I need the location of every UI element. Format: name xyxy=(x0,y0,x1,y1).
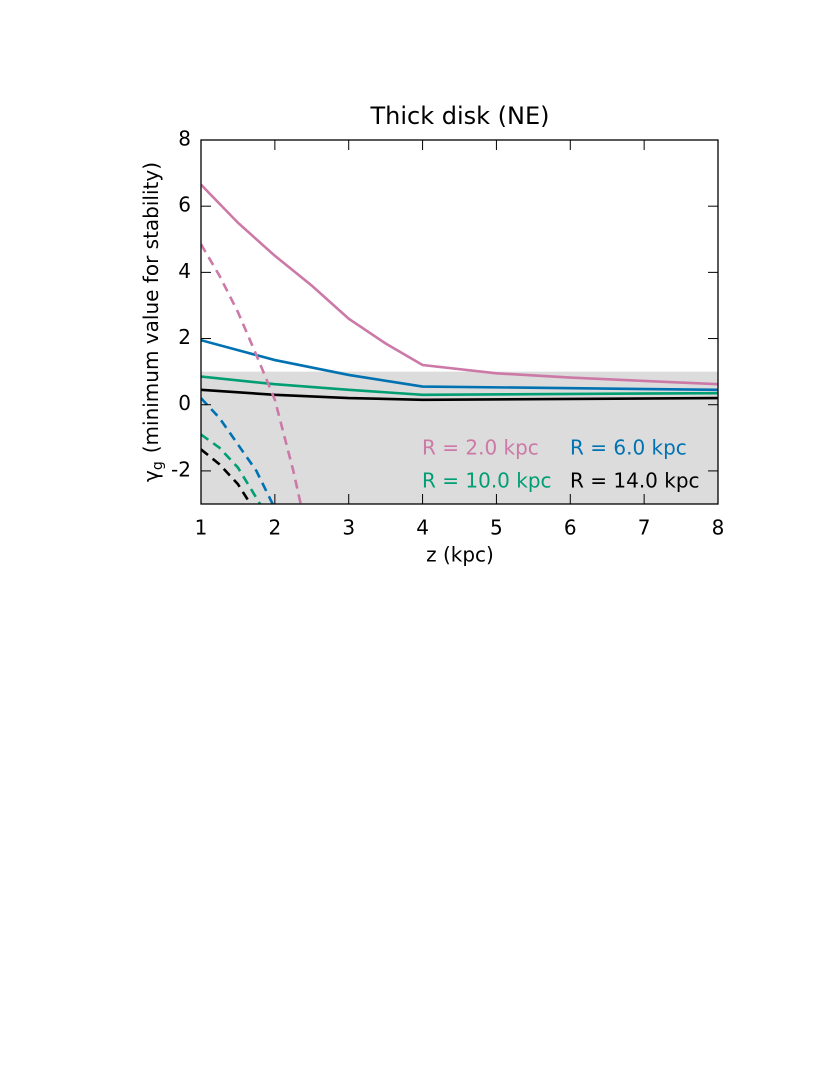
line xyxy=(201,338,718,392)
x-tick-label: 8 xyxy=(712,516,725,540)
y-label-symbol: γ xyxy=(139,470,163,482)
y-label-subscript: g xyxy=(150,461,166,470)
y-label-text: (minimum value for stability) xyxy=(139,162,163,453)
y-tick-label: 0 xyxy=(178,391,191,415)
line xyxy=(201,375,718,397)
plot-lines xyxy=(201,183,718,504)
dashed-line xyxy=(201,448,252,504)
x-tick-label: 3 xyxy=(342,516,355,540)
y-tick-label: 8 xyxy=(178,127,191,151)
x-tick-label: 4 xyxy=(416,516,429,540)
legend-entry: R = 14.0 kpc xyxy=(570,469,700,493)
dashed-line xyxy=(201,243,302,504)
y-tick-label: 2 xyxy=(178,325,191,349)
dashed-line xyxy=(201,433,262,504)
chart-title: Thick disk (NE) xyxy=(369,102,549,130)
x-tick-label: 2 xyxy=(268,516,281,540)
x-tick-label: 5 xyxy=(490,516,503,540)
x-tick-label: 1 xyxy=(195,516,208,540)
y-axis-label: γg (minimum value for stability) xyxy=(139,162,167,482)
line xyxy=(201,388,718,402)
x-tick-label: 6 xyxy=(564,516,577,540)
y-tick-label: 4 xyxy=(178,259,191,283)
line xyxy=(201,183,718,386)
legend-entry: R = 10.0 kpc xyxy=(422,469,552,493)
y-tick-label: 6 xyxy=(178,193,191,217)
x-tick-label: 7 xyxy=(638,516,651,540)
dashed-line xyxy=(201,397,274,504)
legend-entry: R = 2.0 kpc xyxy=(422,436,539,460)
plot-frame xyxy=(200,139,719,505)
y-tick-label: -2 xyxy=(171,457,191,481)
x-axis-label: z (kpc) xyxy=(426,543,494,567)
legend-entry: R = 6.0 kpc xyxy=(570,436,687,460)
